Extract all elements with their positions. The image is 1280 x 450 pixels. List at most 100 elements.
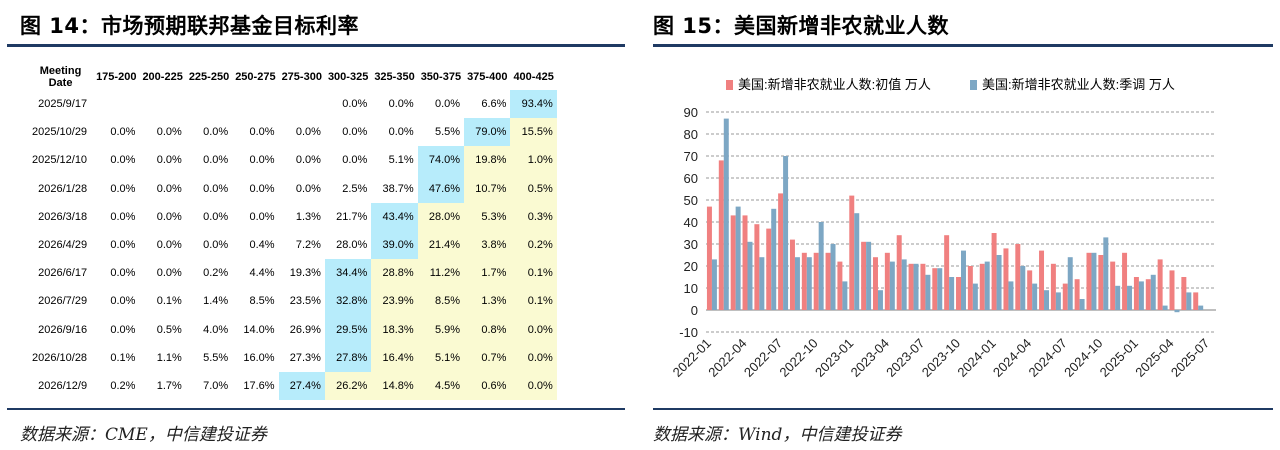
bar-seasonal bbox=[1020, 266, 1026, 310]
probability-cell: 0.1% bbox=[110, 351, 136, 364]
bar-seasonal bbox=[866, 241, 872, 310]
bar-initial bbox=[706, 206, 712, 310]
bar-seasonal bbox=[949, 277, 955, 310]
bar-initial bbox=[861, 241, 867, 310]
bar-initial bbox=[979, 263, 985, 310]
probability-cell: 28.0% bbox=[336, 239, 368, 252]
bar-seasonal bbox=[1162, 305, 1168, 310]
probability-cell: 28.0% bbox=[417, 202, 465, 231]
bar-seasonal bbox=[1174, 310, 1180, 313]
probability-cell: 0.0% bbox=[342, 154, 368, 167]
probability-cell: 0.2% bbox=[110, 379, 136, 392]
bar-initial bbox=[730, 215, 736, 310]
bar-initial bbox=[932, 268, 938, 310]
figure-14-title: 图 14：市场预期联邦基金目标利率 bbox=[20, 14, 360, 38]
probability-cell: 0.0% bbox=[110, 154, 136, 167]
probability-cell: 11.2% bbox=[417, 259, 465, 288]
legend-swatch-seasonal bbox=[970, 80, 977, 90]
probability-cell bbox=[186, 90, 232, 118]
bar-initial bbox=[1133, 277, 1139, 310]
bar-initial bbox=[1098, 255, 1104, 310]
bar-initial bbox=[956, 277, 961, 310]
probability-cell: 27.8% bbox=[324, 343, 372, 372]
probability-cell: 26.9% bbox=[289, 323, 321, 336]
probability-cell: 21.7% bbox=[336, 210, 368, 223]
title-rule bbox=[653, 44, 1273, 47]
bar-seasonal bbox=[1067, 257, 1073, 310]
bar-seasonal bbox=[830, 244, 836, 310]
probability-cell: 0.6% bbox=[464, 371, 511, 401]
bar-initial bbox=[718, 160, 724, 310]
bar-initial bbox=[1027, 270, 1033, 310]
bar-seasonal bbox=[1044, 290, 1050, 310]
probability-cell: 79.0% bbox=[464, 118, 511, 147]
y-tick-label: -10 bbox=[679, 325, 698, 340]
probability-cell: 23.5% bbox=[289, 295, 321, 308]
bar-seasonal bbox=[783, 156, 789, 310]
bar-seasonal bbox=[1115, 285, 1121, 310]
x-tick-label: 2024-04 bbox=[990, 336, 1034, 380]
probability-cell: 0.0% bbox=[342, 126, 368, 139]
bar-seasonal bbox=[759, 257, 765, 310]
probability-cell: 32.8% bbox=[324, 287, 372, 316]
bar-initial bbox=[1039, 250, 1045, 310]
probability-cell: 5.5% bbox=[434, 126, 461, 139]
probability-cell: 0.0% bbox=[388, 126, 414, 139]
probability-cell: 8.5% bbox=[249, 295, 275, 308]
probability-cell: 0.0% bbox=[203, 126, 229, 139]
probability-cell: 21.4% bbox=[417, 230, 465, 260]
probability-cell: 5.1% bbox=[417, 343, 465, 372]
probability-cell: 0.0% bbox=[110, 323, 136, 336]
rate-range-header: 325-350 bbox=[374, 71, 415, 83]
legend-swatch-initial bbox=[726, 80, 733, 90]
probability-cell: 5.1% bbox=[388, 154, 414, 167]
bar-seasonal bbox=[711, 259, 717, 310]
probability-cell: 27.4% bbox=[278, 371, 325, 401]
bar-seasonal bbox=[1186, 292, 1192, 310]
bar-initial bbox=[1193, 292, 1199, 310]
probability-cell: 0.0% bbox=[110, 182, 136, 195]
probability-cell: 0.0% bbox=[388, 98, 414, 111]
probability-cell: 0.0% bbox=[110, 239, 136, 252]
rate-range-header: 200-225 bbox=[142, 71, 183, 83]
meeting-date-cell: 2025/9/17 bbox=[38, 98, 88, 111]
rate-range-header: 225-250 bbox=[188, 71, 230, 83]
bar-initial bbox=[837, 261, 843, 310]
probability-cell: 18.3% bbox=[371, 315, 418, 344]
bar-initial bbox=[1062, 283, 1068, 310]
rate-range-header: 375-400 bbox=[467, 71, 508, 83]
legend-label-seasonal: 美国:新增非农就业人数:季调 万人 bbox=[982, 77, 1175, 92]
probability-cell: 0.0% bbox=[156, 126, 182, 139]
probability-cell: 0.5% bbox=[156, 323, 182, 336]
probability-cell: 2.5% bbox=[342, 182, 368, 195]
bar-initial bbox=[813, 252, 819, 310]
bar-initial bbox=[991, 233, 997, 310]
bar-initial bbox=[742, 215, 748, 310]
x-tick-label: 2023-07 bbox=[883, 336, 927, 380]
source-rule bbox=[653, 408, 1273, 410]
legend-item-seasonal: 美国:新增非农就业人数:季调 万人 bbox=[970, 74, 1175, 93]
probability-cell: 1.7% bbox=[464, 259, 511, 288]
bar-seasonal bbox=[1127, 285, 1133, 310]
probability-cell: 0.3% bbox=[510, 202, 557, 231]
x-tick-label: 2025-01 bbox=[1097, 336, 1141, 380]
probability-cell: 0.0% bbox=[110, 267, 136, 280]
bar-seasonal bbox=[818, 222, 824, 310]
probability-cell: 0.0% bbox=[295, 126, 321, 139]
bar-seasonal bbox=[1103, 237, 1109, 310]
probability-cell: 34.4% bbox=[324, 259, 372, 288]
table-header-row: Meeting Date 175-200 200-225 225-250 250-275… bbox=[28, 64, 557, 90]
table-row: 2026/1/28 0.0% 0.0% 0.0% 0.0% 0.0% 2.5% 38.7% 47… bbox=[28, 174, 557, 203]
bar-initial bbox=[1181, 277, 1187, 310]
probability-cell: 6.6% bbox=[481, 98, 507, 111]
bar-initial bbox=[1169, 270, 1175, 310]
probability-cell: 0.0% bbox=[110, 126, 136, 139]
y-tick-label: 0 bbox=[691, 303, 698, 318]
nonfarm-payrolls-chart: -1001020304050607080902022-012022-042022… bbox=[670, 105, 1216, 380]
x-tick-label: 2023-01 bbox=[812, 336, 856, 380]
probability-cell: 74.0% bbox=[417, 146, 465, 175]
bar-initial bbox=[1086, 252, 1092, 310]
bar-seasonal bbox=[925, 274, 931, 310]
figure-15-title: 图 15：美国新增非农就业人数 bbox=[653, 14, 950, 38]
bar-initial bbox=[884, 252, 890, 310]
